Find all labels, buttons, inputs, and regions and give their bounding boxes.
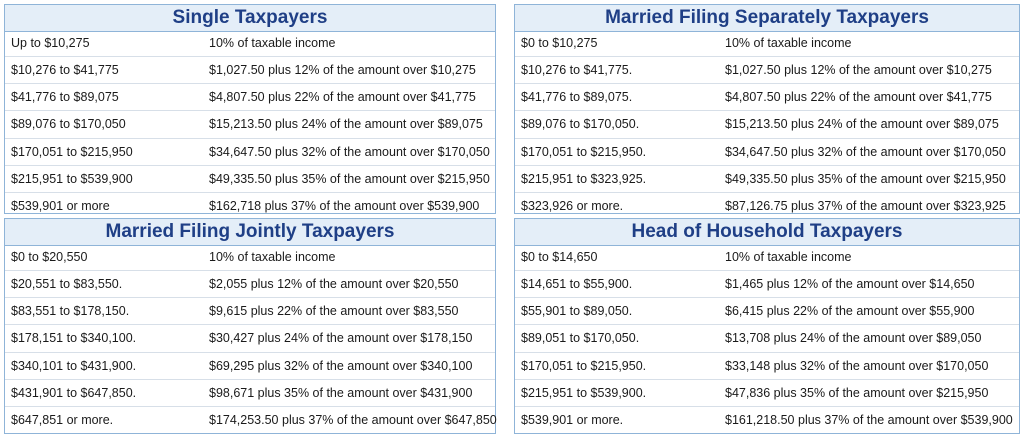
- income-range: $323,926 or more.: [521, 198, 624, 213]
- income-range: $647,851 or more.: [11, 412, 114, 427]
- tax-rate: $15,213.50 plus 24% of the amount over $…: [209, 117, 483, 132]
- income-range: $41,776 to $89,075.: [521, 90, 633, 105]
- table-body: Up to $10,275 10% of taxable income $10,2…: [5, 32, 495, 219]
- table-body: $0 to $10,275 10% of taxable income $10,2…: [515, 32, 1019, 219]
- table-row: $0 to $10,275 10% of taxable income: [515, 32, 1019, 56]
- table-row: $215,951 to $539,900 $49,335.50 plus 35% …: [5, 164, 495, 192]
- income-range: $89,051 to $170,050.: [521, 331, 640, 346]
- table-row: $539,901 or more. $161,218.50 plus 37% of…: [515, 405, 1019, 433]
- table-body: $0 to $20,550 10% of taxable income $20,5…: [5, 246, 497, 433]
- income-range: $14,651 to $55,900.: [521, 277, 633, 291]
- income-range: $431,901 to $647,850.: [11, 385, 137, 400]
- tax-rate: $2,055 plus 12% of the amount over $20,5…: [209, 277, 459, 291]
- table-row: $170,051 to $215,950 $34,647.50 plus 32% …: [5, 137, 495, 165]
- table-row: $55,901 to $89,050. $6,415 plus 22% of th…: [515, 297, 1019, 324]
- income-range: $55,901 to $89,050.: [521, 304, 633, 319]
- tax-rate: $15,213.50 plus 24% of the amount over $…: [725, 117, 999, 132]
- table-row: $10,276 to $41,775. $1,027.50 plus 12% of…: [515, 56, 1019, 83]
- table-row: $340,101 to $431,900. $69,295 plus 32% of…: [5, 351, 495, 379]
- tax-rate: $162,718 plus 37% of the amount over $53…: [209, 198, 480, 213]
- table-row: $41,776 to $89,075 $4,807.50 plus 22% of …: [5, 83, 495, 110]
- tax-rate: $1,027.50 plus 12% of the amount over $1…: [209, 63, 476, 77]
- table-body: $0 to $14,650 10% of taxable income $14,6…: [515, 246, 1019, 433]
- table-row: $539,901 or more $162,718 plus 37% of the…: [5, 191, 495, 219]
- table-row: $83,551 to $178,150. $9,615 plus 22% of t…: [5, 297, 495, 324]
- tax-rate: $9,615 plus 22% of the amount over $83,5…: [209, 304, 459, 319]
- table-row: $20,551 to $83,550. $2,055 plus 12% of th…: [5, 270, 495, 297]
- income-range: $215,951 to $539,900: [11, 171, 133, 186]
- tax-rate: $47,836 plus 35% of the amount over $215…: [725, 385, 989, 400]
- table-head-of-household: Head of Household Taxpayers $0 to $14,65…: [514, 218, 1020, 434]
- table-row: $170,051 to $215,950. $33,148 plus 32% of…: [515, 351, 1019, 379]
- table-row: $89,076 to $170,050. $15,213.50 plus 24% …: [515, 110, 1019, 137]
- tax-rate: 10% of taxable income: [725, 250, 852, 264]
- income-range: $170,051 to $215,950: [11, 144, 133, 159]
- income-range: $83,551 to $178,150.: [11, 304, 130, 319]
- tax-rate: $49,335.50 plus 35% of the amount over $…: [725, 171, 1006, 186]
- income-range: $10,276 to $41,775: [11, 63, 119, 77]
- tax-rate: $4,807.50 plus 22% of the amount over $4…: [725, 90, 992, 105]
- tax-rate: $174,253.50 plus 37% of the amount over …: [209, 412, 497, 427]
- tax-rate: $30,427 plus 24% of the amount over $178…: [209, 331, 473, 346]
- table-title: Single Taxpayers: [5, 5, 495, 32]
- tax-rate: 10% of taxable income: [209, 36, 336, 50]
- income-range: $215,951 to $539,900.: [521, 385, 647, 400]
- table-married-filing-separately: Married Filing Separately Taxpayers $0 t…: [514, 4, 1020, 214]
- tax-rate: $4,807.50 plus 22% of the amount over $4…: [209, 90, 476, 105]
- tax-rate: $49,335.50 plus 35% of the amount over $…: [209, 171, 490, 186]
- table-row: $170,051 to $215,950. $34,647.50 plus 32%…: [515, 137, 1019, 165]
- income-range: $539,901 or more: [11, 198, 110, 213]
- table-title: Married Filing Separately Taxpayers: [515, 5, 1019, 32]
- income-range: $0 to $14,650: [521, 250, 598, 264]
- table-row: $89,051 to $170,050. $13,708 plus 24% of …: [515, 324, 1019, 351]
- income-range: $20,551 to $83,550.: [11, 277, 123, 291]
- tax-rate: $13,708 plus 24% of the amount over $89,…: [725, 331, 982, 346]
- tax-rate: $87,126.75 plus 37% of the amount over $…: [725, 198, 1006, 213]
- tax-rate: $161,218.50 plus 37% of the amount over …: [725, 412, 1013, 427]
- table-row: $647,851 or more. $174,253.50 plus 37% of…: [5, 405, 497, 433]
- income-range: $89,076 to $170,050: [11, 117, 126, 132]
- table-title: Married Filing Jointly Taxpayers: [5, 219, 495, 246]
- table-row: $431,901 to $647,850. $98,671 plus 35% of…: [5, 378, 495, 406]
- income-range: $0 to $20,550: [11, 250, 88, 264]
- income-range: $170,051 to $215,950.: [521, 358, 647, 373]
- table-row: Up to $10,275 10% of taxable income: [5, 32, 495, 56]
- table-row: $14,651 to $55,900. $1,465 plus 12% of th…: [515, 270, 1019, 297]
- tax-rate: $1,027.50 plus 12% of the amount over $1…: [725, 63, 992, 77]
- tax-rate: $33,148 plus 32% of the amount over $170…: [725, 358, 989, 373]
- income-range: $170,051 to $215,950.: [521, 144, 647, 159]
- table-row: $215,951 to $539,900. $47,836 plus 35% of…: [515, 378, 1019, 406]
- table-row: $215,951 to $323,925. $49,335.50 plus 35%…: [515, 164, 1019, 192]
- tax-rate: $98,671 plus 35% of the amount over $431…: [209, 385, 473, 400]
- table-row: $323,926 or more. $87,126.75 plus 37% of …: [515, 191, 1019, 219]
- table-row: $89,076 to $170,050 $15,213.50 plus 24% o…: [5, 110, 495, 137]
- income-range: $89,076 to $170,050.: [521, 117, 640, 132]
- tax-rate: $1,465 plus 12% of the amount over $14,6…: [725, 277, 975, 291]
- income-range: Up to $10,275: [11, 36, 90, 50]
- table-row: $0 to $14,650 10% of taxable income: [515, 246, 1019, 270]
- tax-rate: $34,647.50 plus 32% of the amount over $…: [209, 144, 490, 159]
- tax-rate: 10% of taxable income: [725, 36, 852, 50]
- income-range: $340,101 to $431,900.: [11, 358, 137, 373]
- tax-rate: 10% of taxable income: [209, 250, 336, 264]
- table-row: $178,151 to $340,100. $30,427 plus 24% of…: [5, 324, 495, 351]
- table-title: Head of Household Taxpayers: [515, 219, 1019, 246]
- table-row: $41,776 to $89,075. $4,807.50 plus 22% of…: [515, 83, 1019, 110]
- tax-rate: $6,415 plus 22% of the amount over $55,9…: [725, 304, 975, 319]
- table-married-filing-jointly: Married Filing Jointly Taxpayers $0 to $…: [4, 218, 497, 434]
- income-range: $539,901 or more.: [521, 412, 624, 427]
- income-range: $41,776 to $89,075: [11, 90, 119, 105]
- table-row: $0 to $20,550 10% of taxable income: [5, 246, 495, 270]
- income-range: $0 to $10,275: [521, 36, 598, 50]
- income-range: $178,151 to $340,100.: [11, 331, 137, 346]
- table-single-taxpayers: Single Taxpayers Up to $10,275 10% of tax…: [4, 4, 496, 214]
- tax-rate: $69,295 plus 32% of the amount over $340…: [209, 358, 473, 373]
- tax-rate: $34,647.50 plus 32% of the amount over $…: [725, 144, 1006, 159]
- income-range: $10,276 to $41,775.: [521, 63, 633, 77]
- income-range: $215,951 to $323,925.: [521, 171, 647, 186]
- table-row: $10,276 to $41,775 $1,027.50 plus 12% of …: [5, 56, 495, 83]
